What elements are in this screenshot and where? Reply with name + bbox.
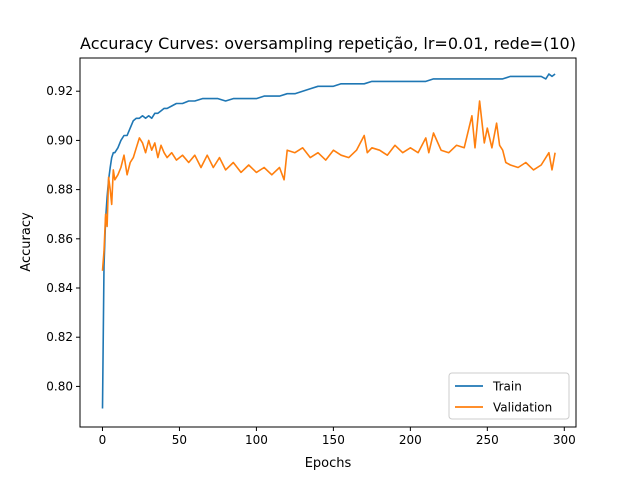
y-tick-label: 0.92 [46, 84, 73, 98]
y-tick-label: 0.84 [46, 281, 73, 295]
x-tick-label: 100 [245, 433, 268, 447]
x-tick-label: 200 [399, 433, 422, 447]
x-axis-ticks: 0 50 100 150 200 250 300 [99, 427, 576, 447]
series-layer [101, 73, 556, 409]
y-tick-label: 0.88 [46, 183, 73, 197]
x-tick-label: 250 [476, 433, 499, 447]
legend-label-validation: Validation [493, 401, 552, 415]
y-tick-label: 0.86 [46, 232, 73, 246]
x-tick-label: 0 [99, 433, 107, 447]
x-tick-label: 50 [172, 433, 187, 447]
series-line-train [101, 73, 556, 409]
legend-label-train: Train [492, 380, 522, 394]
y-axis-label: Accuracy [19, 212, 34, 272]
y-tick-label: 0.82 [46, 330, 73, 344]
x-tick-label: 300 [553, 433, 576, 447]
plot-frame [79, 57, 577, 428]
legend: Train Validation [448, 372, 570, 420]
y-tick-label: 0.90 [46, 133, 73, 147]
x-tick-label: 150 [322, 433, 345, 447]
y-axis-ticks: 0.80 0.82 0.84 0.86 0.88 0.90 0.92 [46, 84, 80, 393]
series-line-validation [101, 100, 556, 271]
y-tick-label: 0.80 [46, 379, 73, 393]
chart-title: Accuracy Curves: oversampling repetição,… [80, 34, 576, 53]
x-axis-label: Epochs [305, 456, 352, 471]
